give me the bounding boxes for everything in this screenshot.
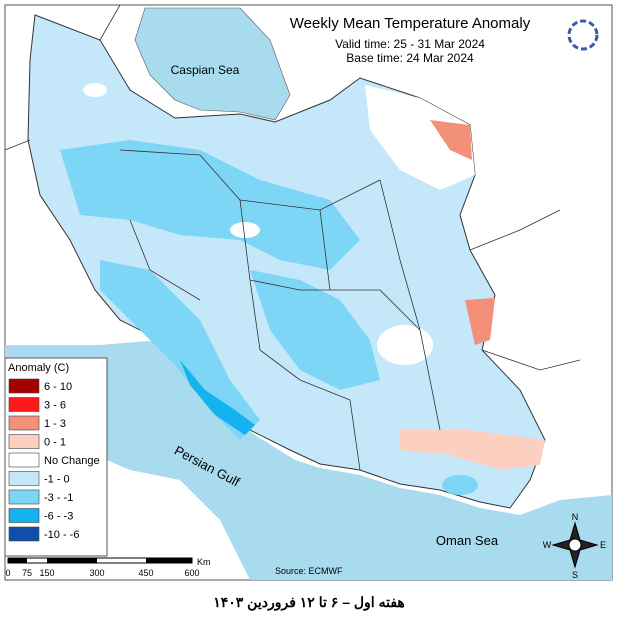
compass-label: S — [572, 570, 578, 580]
legend-label: -10 - -6 — [44, 529, 79, 541]
patch — [100, 260, 260, 440]
scale-seg — [146, 558, 192, 563]
legend-swatch — [8, 415, 40, 431]
caspian-sea — [134, 7, 291, 121]
patch — [365, 85, 475, 190]
sea-label: Caspian Sea — [171, 63, 240, 77]
scale-label: 150 — [39, 568, 54, 578]
legend-label: -3 - -1 — [44, 492, 73, 504]
patch — [400, 430, 545, 470]
legend-swatch — [8, 434, 40, 449]
sea — [5, 340, 612, 580]
sea-label: Oman Sea — [436, 533, 499, 548]
patch — [230, 222, 260, 238]
patch — [377, 325, 433, 365]
scale-label: 300 — [89, 568, 104, 578]
valid-time: Valid time: 25 - 31 Mar 2024 — [335, 37, 485, 51]
title: Weekly Mean Temperature Anomaly — [290, 15, 531, 32]
legend-swatch — [8, 526, 40, 542]
caption: هفته اول – ۶ تا ۱۲ فروردین ۱۴۰۳ — [213, 594, 405, 611]
scale-label: 0 — [5, 568, 10, 578]
patch — [465, 298, 495, 345]
legend-label: -1 - 0 — [44, 474, 70, 486]
compass-label: N — [572, 512, 579, 522]
patch — [60, 140, 360, 270]
legend-label: 0 - 1 — [44, 437, 66, 449]
patch — [83, 83, 107, 97]
legend-swatch — [8, 489, 40, 505]
legend-label: 3 - 6 — [44, 400, 66, 412]
legend-title: Anomaly (C) — [8, 362, 69, 374]
scale-unit: Km — [197, 557, 211, 567]
scale-seg — [8, 558, 27, 563]
legend-swatch — [8, 378, 40, 394]
patch — [430, 120, 472, 160]
legend-label: 1 - 3 — [44, 418, 66, 430]
legend-swatch — [8, 508, 40, 523]
compass-label: E — [600, 540, 606, 550]
source: Source: ECMWF — [275, 566, 343, 576]
legend-label: No Change — [44, 455, 100, 467]
patch — [180, 360, 255, 435]
legend-label: -6 - -3 — [44, 511, 73, 523]
patch — [250, 270, 380, 390]
scale-label: 75 — [22, 568, 32, 578]
patch — [442, 475, 478, 495]
legend-swatch — [8, 471, 40, 486]
scale-label: 450 — [138, 568, 153, 578]
legend-swatch — [8, 452, 40, 468]
legend-swatch — [8, 397, 40, 412]
scale-label: 600 — [184, 568, 199, 578]
base-time: Base time: 24 Mar 2024 — [346, 51, 474, 65]
scale-seg — [47, 558, 97, 563]
compass-center — [568, 538, 582, 552]
legend-label: 6 - 10 — [44, 381, 72, 393]
logo — [567, 19, 599, 51]
compass-label: W — [543, 540, 552, 550]
